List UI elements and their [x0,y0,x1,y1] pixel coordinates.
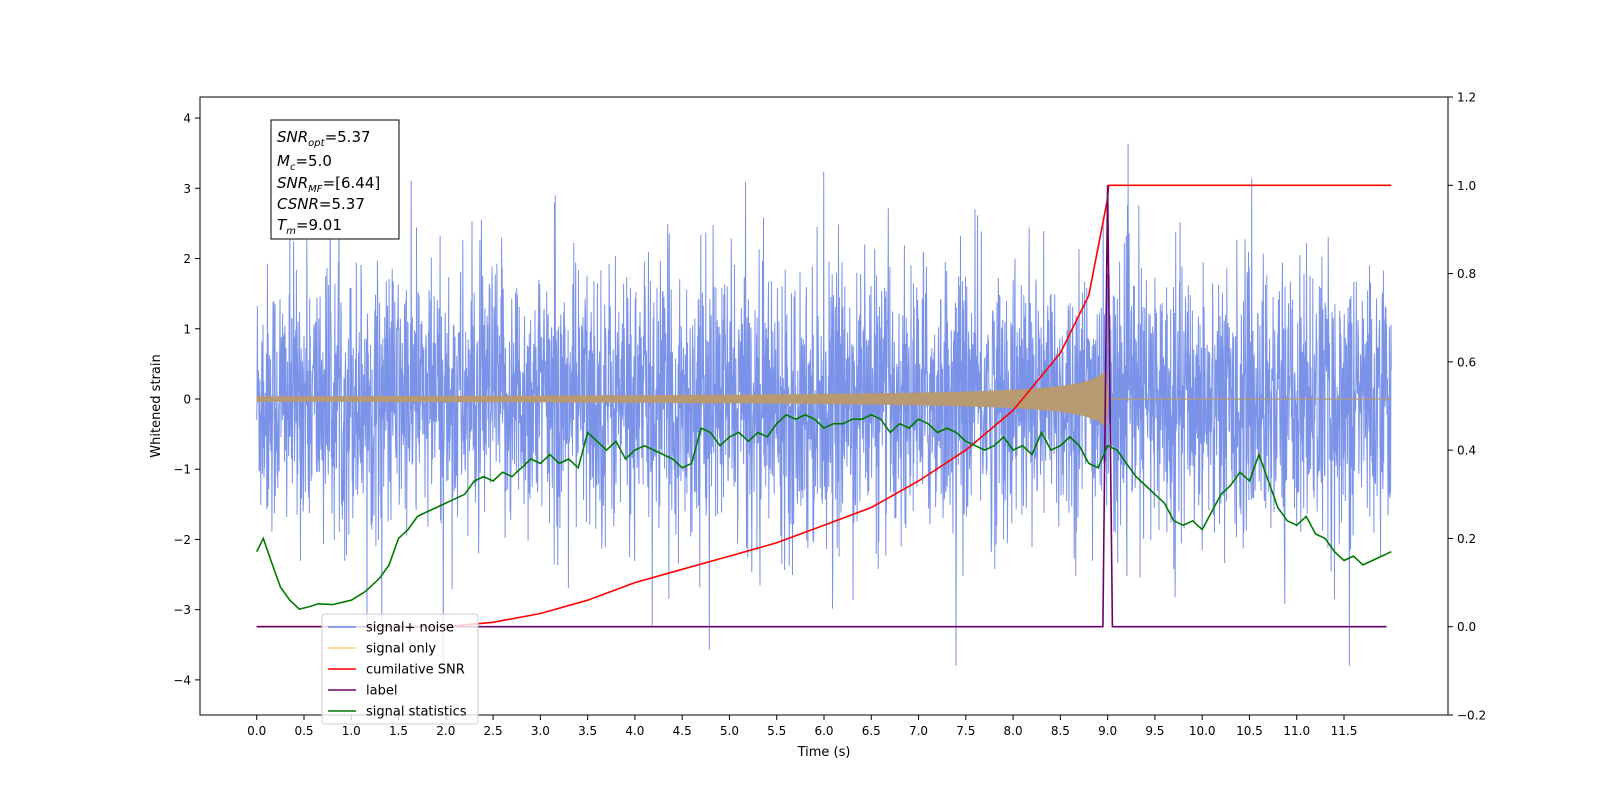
cumulative-snr-line [256,184,1392,628]
y2-tick-label: 1.0 [1457,179,1476,193]
x-tick-label: 7.0 [909,724,928,738]
x-tick-label: 4.5 [673,724,692,738]
x-tick-label: 6.0 [814,724,833,738]
x-tick-label: 10.5 [1236,724,1263,738]
x-tick-label: 8.5 [1051,724,1070,738]
legend-label: label [366,684,397,699]
x-tick-label: 2.0 [436,724,455,738]
legend-label: signal only [366,642,436,657]
legend-label: signal statistics [366,705,467,720]
x-tick-label: 0.5 [294,724,313,738]
x-tick-label: 0.0 [247,724,266,738]
y-tick-label: 4 [183,112,191,126]
y-tick-label: −2 [173,533,191,547]
annotation-mc: Mc=5.0 [277,152,332,173]
series-signal-noise [256,143,1392,666]
y2-tick-label: 0.6 [1457,355,1476,369]
y-tick-label: −3 [173,603,191,617]
x-tick-label: 11.0 [1283,724,1310,738]
y2-tick-label: 0.8 [1457,267,1476,281]
x-tick-label: 1.0 [342,724,361,738]
x-tick-label: 3.5 [578,724,597,738]
annotation-csnr: CSNR=5.37 [277,195,365,213]
x-tick-label: 8.0 [1004,724,1023,738]
y2-tick-label: −0.2 [1457,709,1486,723]
y2-axis-ticks: 1.2 1.0 0.8 0.6 0.4 0.2 0.0 −0.2 [1448,91,1486,723]
y-tick-label: −1 [173,463,191,477]
y-axis-label: Whitened strain [149,354,164,457]
legend-label: signal+ noise [366,621,454,636]
x-tick-label: 10.0 [1189,724,1216,738]
legend-label: cumilative SNR [366,663,465,678]
x-tick-label: 2.5 [484,724,503,738]
y2-tick-label: 1.2 [1457,91,1476,105]
noise-trace [256,143,1392,666]
annotation-snr-mf: SNRMF=[6.44] [277,174,380,195]
x-tick-label: 6.5 [862,724,881,738]
y-tick-label: 1 [183,322,191,336]
annotation-tm: Tm=9.01 [277,216,342,237]
x-tick-label: 4.0 [625,724,644,738]
x-tick-label: 7.5 [956,724,975,738]
annotation-box: SNRopt=5.37 Mc=5.0 SNRMF=[6.44] CSNR=5.3… [270,119,400,240]
y-axis-ticks: 4 3 2 1 0 −1 −2 −3 −4 [173,112,200,687]
x-tick-label: 1.5 [389,724,408,738]
signal-statistics-line [255,413,1392,610]
series-signal-only [256,369,1392,428]
x-axis-label: Time (s) [797,745,851,760]
x-tick-label: 3.0 [531,724,550,738]
x-tick-label: 9.0 [1098,724,1117,738]
label-line [256,185,1387,628]
y-tick-label: 3 [183,182,191,196]
annotation-snr-opt: SNRopt=5.37 [277,128,371,149]
x-tick-label: 5.0 [720,724,739,738]
y2-tick-label: 0.2 [1457,532,1476,546]
y-tick-label: 2 [183,252,191,266]
y-tick-label: −4 [173,673,191,687]
y2-tick-label: 0.0 [1457,620,1476,634]
x-tick-label: 5.5 [767,724,786,738]
series-lines [255,184,1392,628]
legend: signal+ noise signal only cumilative SNR la… [321,613,479,725]
y2-tick-label: 0.4 [1457,444,1476,458]
x-tick-label: 9.5 [1145,724,1164,738]
y-tick-label: 0 [183,392,191,406]
x-tick-label: 11.5 [1331,724,1358,738]
x-axis-ticks: 0.0 0.5 1.0 1.5 2.0 2.5 3.0 3.5 4.0 4.5 5.0 5.5 6.0 6… [247,715,1357,738]
